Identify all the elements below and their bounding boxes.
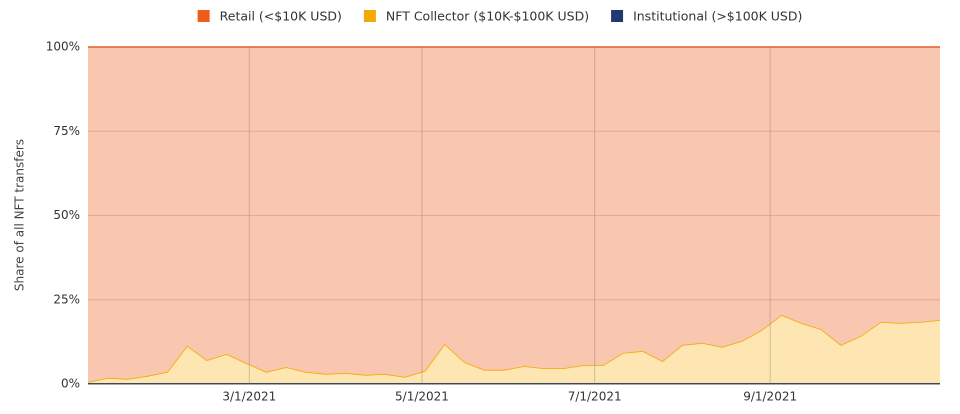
y-tick-label: 100% (46, 40, 80, 54)
y-tick-label: 0% (61, 377, 80, 391)
legend-swatch (611, 10, 624, 22)
area (88, 314, 940, 383)
legend-swatch (197, 10, 210, 22)
x-tick-label: 7/1/2021 (568, 390, 622, 404)
y-tick-label: 75% (53, 124, 80, 138)
legend: Retail (<$10K USD) NFT Collector ($10K-$1… (197, 9, 802, 24)
legend-swatch (363, 10, 376, 22)
y-tick-label: 50% (53, 208, 80, 222)
legend-label: Institutional (>$100K USD) (633, 9, 802, 24)
legend-label: Retail (<$10K USD) (220, 9, 342, 24)
x-tick-label: 3/1/2021 (222, 390, 276, 404)
x-tick-label: 9/1/2021 (743, 390, 797, 404)
x-tick-label: 5/1/2021 (395, 390, 449, 404)
area (88, 47, 940, 382)
y-axis-label: Share of all NFT transfers (13, 139, 27, 291)
y-tick-label: 25% (53, 292, 80, 306)
legend-label: NFT Collector ($10K-$100K USD) (386, 9, 589, 24)
